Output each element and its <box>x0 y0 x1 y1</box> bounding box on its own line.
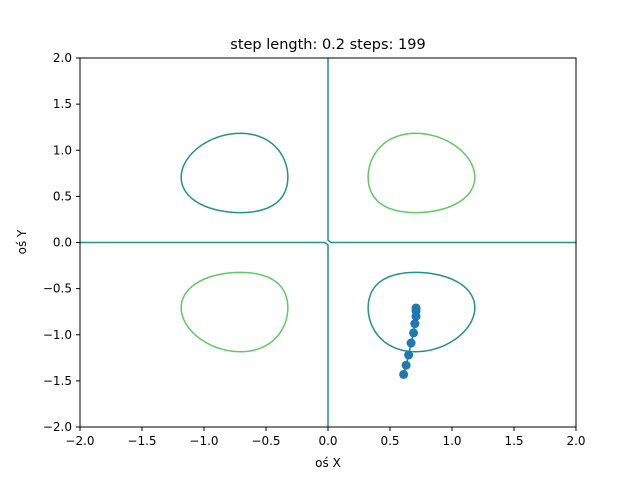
x-tick-label: 2.0 <box>566 434 585 448</box>
gradient-path <box>399 303 421 379</box>
x-tick-label: 0.5 <box>380 434 399 448</box>
x-tick-label: −2.0 <box>65 434 94 448</box>
x-tick-label: 1.5 <box>504 434 523 448</box>
y-axis-label: oś Y <box>15 229 29 254</box>
x-tick-label: 1.0 <box>442 434 461 448</box>
y-tick-label: −0.5 <box>43 282 72 296</box>
path-point <box>411 303 421 313</box>
path-point <box>409 328 419 338</box>
path-point <box>399 369 409 379</box>
contour-level-3 <box>79 57 577 428</box>
path-point <box>404 350 414 360</box>
y-tick-label: 0.5 <box>53 189 72 203</box>
path-point <box>401 360 411 370</box>
chart-title: step length: 0.2 steps: 199 <box>230 37 425 53</box>
path-point <box>406 338 416 348</box>
y-tick-label: 2.0 <box>53 51 72 65</box>
y-axis-ticks: −2.0 −1.5 −1.0 −0.5 0.0 0.5 1.0 1.5 2.0 <box>43 51 80 434</box>
x-tick-label: −1.5 <box>127 434 156 448</box>
y-tick-label: −2.0 <box>43 420 72 434</box>
x-axis-ticks: −2.0 −1.5 −1.0 −0.5 0.0 0.5 1.0 1.5 2.0 <box>65 427 586 448</box>
contour-level-4 <box>180 132 476 353</box>
x-tick-label: 0.0 <box>318 434 337 448</box>
y-tick-label: 0.0 <box>53 236 72 250</box>
y-tick-label: −1.0 <box>43 328 72 342</box>
contour-lines <box>79 57 577 428</box>
x-axis-label: oś X <box>315 456 341 470</box>
y-tick-label: 1.5 <box>53 97 72 111</box>
x-tick-label: −1.0 <box>189 434 218 448</box>
x-tick-label: −0.5 <box>251 434 280 448</box>
y-tick-label: 1.0 <box>53 143 72 157</box>
path-point <box>410 319 420 329</box>
y-tick-label: −1.5 <box>43 374 72 388</box>
